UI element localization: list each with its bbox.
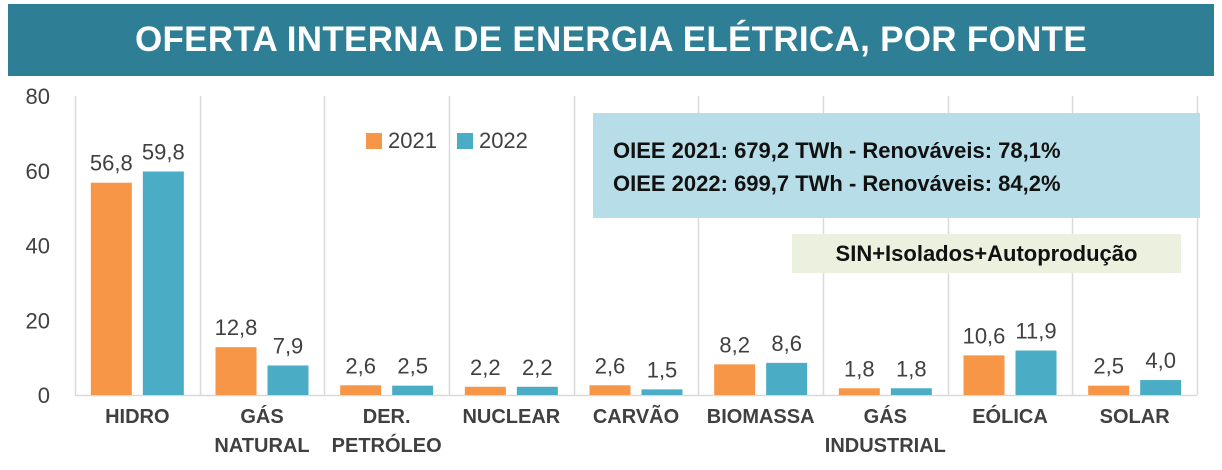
bar-2021	[340, 385, 382, 395]
chart-title: OFERTA INTERNA DE ENERGIA ELÉTRICA, POR …	[134, 20, 1088, 59]
data-label-2021: 12,8	[215, 315, 258, 340]
legend: 2021 2022	[366, 128, 548, 154]
bar-2021	[1088, 385, 1130, 395]
x-tick-label: GÁS	[864, 405, 907, 428]
data-label-2021: 2,6	[345, 353, 376, 378]
legend-item-2021: 2021	[366, 128, 437, 154]
bar-2022	[267, 365, 309, 395]
x-tick-label: BIOMASSA	[707, 406, 815, 428]
oiee-2022-line: OIEE 2022: 699,7 TWh - Renováveis: 84,2%	[613, 171, 1061, 196]
scope-label: SIN+Isolados+Autoprodução	[835, 240, 1138, 266]
x-tick-label: EÓLICA	[972, 404, 1048, 428]
x-tick-label: DER.	[363, 406, 411, 428]
legend-label-2021: 2021	[388, 128, 437, 153]
data-label-2022: 8,6	[771, 331, 802, 356]
bar-2022	[142, 171, 184, 395]
bar-2022	[766, 362, 808, 395]
bar-2021	[90, 182, 132, 395]
x-tick-label: NATURAL	[214, 435, 309, 457]
bar-2022	[641, 389, 683, 395]
bar-2021	[838, 388, 880, 395]
data-label-2022: 1,5	[647, 357, 678, 382]
x-tick-label: INDUSTRIAL	[825, 435, 946, 457]
x-tick-label: PETRÓLEO	[332, 433, 442, 457]
y-tick-label: 0	[38, 383, 50, 408]
title-bar: OFERTA INTERNA DE ENERGIA ELÉTRICA, POR …	[8, 4, 1214, 76]
bar-2022	[1015, 350, 1057, 395]
y-tick-label: 60	[26, 159, 50, 184]
x-tick-label: HIDRO	[105, 406, 169, 428]
data-label-2021: 10,6	[963, 323, 1006, 348]
y-tick-label: 80	[26, 84, 50, 109]
x-tick-label: NUCLEAR	[462, 406, 560, 428]
data-label-2022: 2,2	[522, 355, 553, 380]
bar-2022	[392, 385, 434, 395]
y-tick-label: 40	[26, 234, 50, 259]
data-label-2022: 59,8	[142, 139, 185, 164]
bar-2021	[464, 386, 506, 395]
bar-2022	[516, 386, 558, 395]
bar-2022	[890, 388, 932, 395]
legend-label-2022: 2022	[478, 128, 528, 153]
legend-item-2022: 2022	[456, 128, 528, 154]
data-label-2021: 8,2	[719, 332, 750, 357]
data-label-2022: 11,9	[1015, 319, 1056, 344]
x-tick-label: CARVÃO	[593, 405, 679, 428]
data-label-2022: 1,8	[896, 356, 927, 381]
bar-2022	[1140, 380, 1182, 395]
data-label-2021: 2,2	[470, 355, 501, 380]
bar-2021	[714, 364, 756, 395]
y-tick-label: 20	[26, 308, 50, 333]
bar-2021	[963, 355, 1005, 395]
data-label-2022: 7,9	[273, 333, 304, 358]
data-label-2021: 56,8	[90, 151, 133, 176]
x-tick-label: GÁS	[240, 405, 283, 428]
oiee-info-box: OIEE 2021: 679,2 TWh - Renováveis: 78,1%…	[593, 113, 1200, 218]
data-label-2021: 1,8	[844, 356, 875, 381]
data-label-2022: 4,0	[1145, 348, 1176, 373]
data-label-2021: 2,6	[595, 353, 626, 378]
oiee-2021-line: OIEE 2021: 679,2 TWh - Renováveis: 78,1%	[613, 138, 1061, 163]
data-label-2022: 2,5	[397, 354, 428, 379]
legend-swatch-2021	[366, 133, 382, 149]
bar-2021	[589, 385, 631, 395]
bar-2021	[215, 347, 257, 395]
x-tick-label: SOLAR	[1100, 406, 1171, 428]
data-label-2021: 2,5	[1093, 354, 1124, 379]
legend-swatch-2022	[456, 133, 473, 149]
scope-label-box: SIN+Isolados+Autoprodução	[792, 234, 1181, 273]
